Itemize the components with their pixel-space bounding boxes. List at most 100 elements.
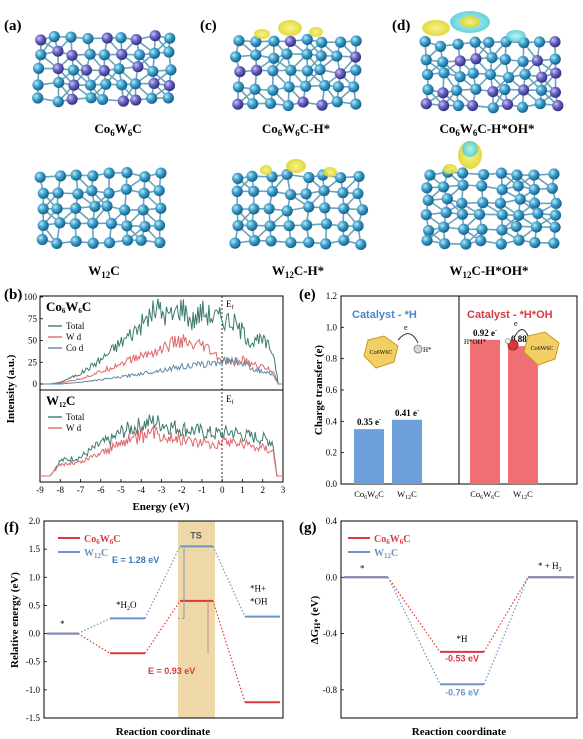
w-atom [115,32,127,44]
energy-xlabel: Reaction coordinate [116,726,211,738]
energy-connector [144,546,181,619]
w-atom [456,197,468,209]
co-atom [550,67,562,79]
w-atom [456,208,468,220]
gibbs-ytick-label: -0.8 [323,685,338,695]
charge-accumulation-isosurface [286,159,306,173]
electron-arrow-icon [397,333,419,344]
inset-hoh-label: H*OH* [464,338,487,346]
w-atom [495,167,508,179]
w-atom [549,221,561,233]
gibbs-connector [483,576,529,653]
w-atom [34,171,46,183]
w-atom [513,209,525,221]
w-atom [301,48,313,60]
pdos-xtick-label: 0 [220,485,225,495]
energy-ylabel: Relative energy (eV) [9,572,21,668]
w-atom [155,202,167,214]
panel-a-label: (a) [4,18,22,34]
co-atom [518,84,530,96]
energy-ytick-label: -1.0 [26,685,41,695]
caption-co6w6c: Co6W6C [94,121,141,138]
w-atom [469,36,481,48]
w-atom [266,185,278,197]
gibbs-ytick-label: 0.4 [326,516,338,526]
co-atom [470,53,482,65]
energy-ytick-label: 0.5 [29,600,41,610]
pdos-line-w-d [40,334,283,385]
state-label-star: * [60,619,65,629]
w-atom [250,36,262,48]
w-atom [84,48,96,60]
charge-bars: 0.35 e-0.41 e-0.92 e-0.88 e- [354,328,538,484]
charge-bar-value: 0.41 e- [395,408,419,418]
w-atom [268,35,280,47]
co-atom [232,98,244,110]
w-atom [37,187,49,199]
w-atom [154,236,166,249]
co-atom [531,55,543,67]
w-atom [247,98,259,110]
co-atom [66,49,78,61]
fermi-label-top: Ef [226,299,234,311]
co-atom [116,48,128,60]
charge-bar [470,339,500,484]
w-atom [121,234,134,246]
legend-co6w6c-g: Co6W6C [374,534,410,546]
w-atom [72,188,84,200]
w-atom [67,64,80,76]
co-atom [437,87,449,99]
w-atom [162,92,174,104]
charge-ylabel: Charge transfer (e) [313,345,325,436]
w-atom [549,53,561,65]
charge-ytick-label: 0.2 [326,448,337,458]
energy-series: TS E = 1.28 eV E = 0.93 eV * *H2O *H+ *OH Co6W6… [47,530,280,704]
panel-e-chart: Catalyst - *H Catalyst - *H*OH 0.35 e-0.… [313,291,578,501]
pdos-ytick-label: 25 [28,357,38,367]
w-atom [421,234,433,246]
charge-ticks: 0.0 0.2 0.4 0.6 0.8 1.0 1.2 Co6W6C W12C Co6W6C W12… [326,291,533,501]
w-atom [331,50,343,62]
panel-e-label: (e) [299,287,316,303]
pdos-xtick-label: 1 [240,485,245,495]
w-atom [101,200,113,212]
model-w12c-h [229,168,369,251]
pdos-line-total [40,414,283,477]
charge-ytick-label: 1.0 [326,322,338,332]
w-atom [37,219,49,232]
pdos-ticks: 0 25 50 75 100 -9 -8 -7 -6 -5 -4 -3 -2 -1 0 1 2 3 [24,292,286,495]
co-atom [420,98,432,110]
gibbs-ticks: 0.4 0.0 -0.4 -0.8 [323,516,344,695]
legend-w12c: W12C [84,548,108,560]
co-atom [250,64,263,76]
w-atom [424,169,436,181]
gibbs-state-star: * [360,564,365,574]
w-atom [335,172,347,184]
w-atom [133,49,146,61]
w-atom [232,219,244,232]
w-atom [52,96,64,108]
pdos-xtick-label: -5 [117,485,125,495]
charge-category-label: W12C [513,489,533,501]
gibbs-series: * *H -0.53 eV -0.76 eV * + H2 Co6W6C W12C [344,534,574,697]
w-atom [352,220,364,232]
charge-ytick-label: 0.0 [326,479,338,489]
w-atom [519,68,531,80]
w-atom [303,201,315,213]
w-atom [450,84,463,96]
panel-g-label: (g) [299,520,317,536]
caption-w12c: W12C [88,263,119,280]
co-atom [454,55,466,67]
co-atom [149,30,161,42]
w-atom [511,169,523,181]
w-atom [100,78,112,90]
charge-accumulation-isosurface [254,29,270,39]
w-atom [153,184,165,197]
oh-molecule-icon [507,339,519,351]
pdos-xtick-label: -2 [178,485,186,495]
charge-accumulation-isosurface [443,164,457,174]
w-atom [248,185,260,197]
w-atom [119,204,131,216]
co-atom [35,34,47,46]
